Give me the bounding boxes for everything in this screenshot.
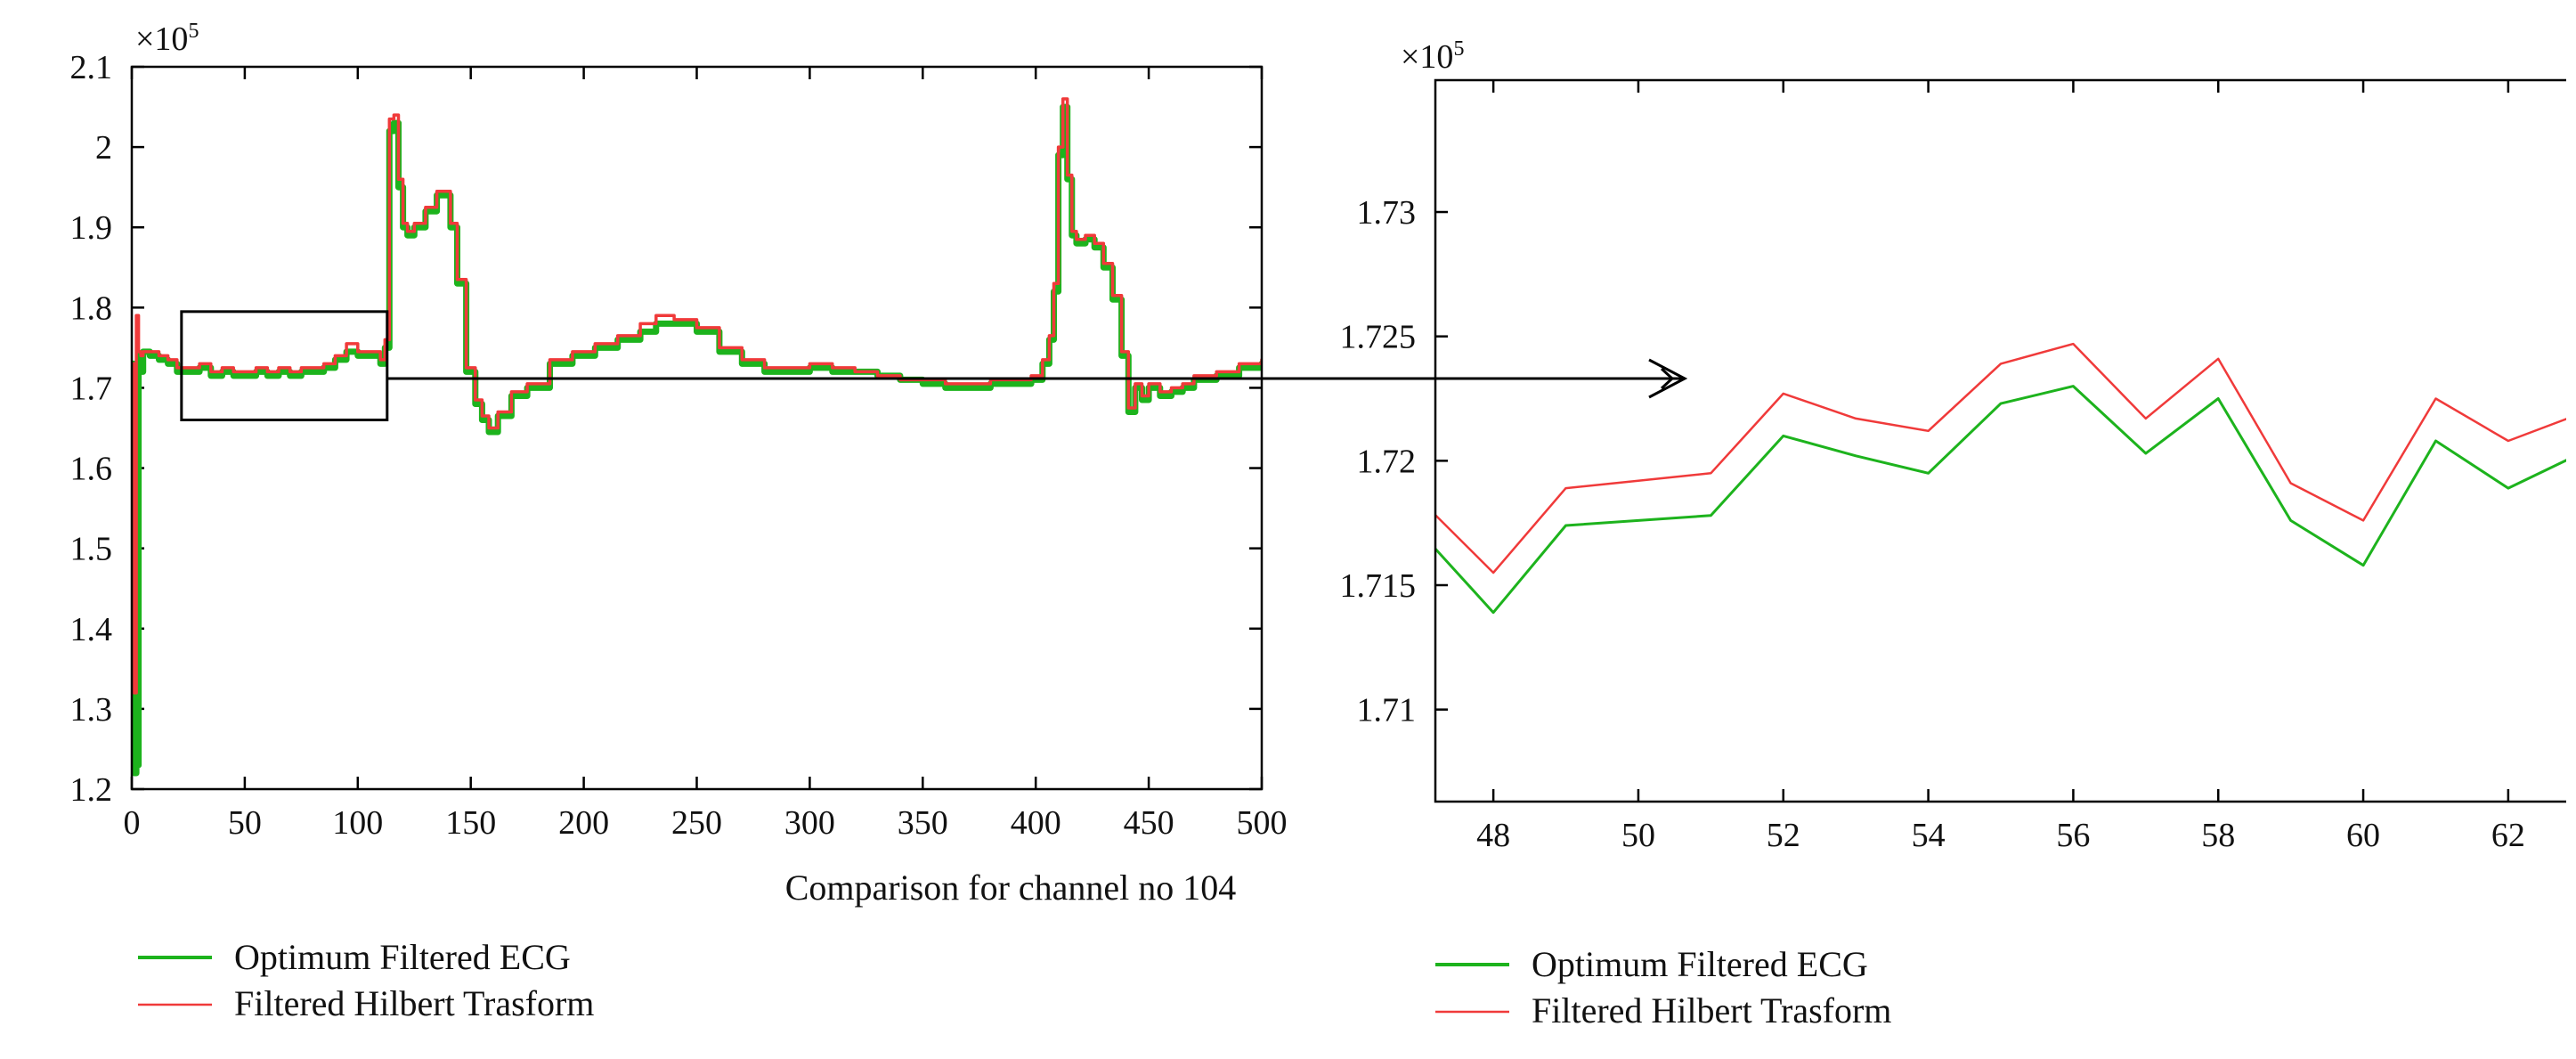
main-legend: Optimum Filtered ECG Filtered Hilbert Tr… [138, 937, 594, 1023]
zoom-x-tick-label: 50 [1621, 817, 1655, 854]
zoom-y-tick-label: 1.715 [1340, 567, 1417, 605]
zoom-y-tick-label: 1.73 [1357, 194, 1417, 232]
main-series [132, 97, 1262, 777]
zoom-plot-frame [1434, 78, 2566, 803]
zoom-y-tick-label: 1.72 [1357, 443, 1417, 480]
zoom-x-tick-label: 52 [1767, 817, 1800, 854]
zoom-x-tick-label: 60 [2346, 817, 2380, 854]
main-x-tick-label: 150 [445, 804, 496, 842]
zoom-ticks: 48 50 52 54 56 58 60 62 1.71 1.715 1.72 1.725 1.73 [1340, 80, 2525, 854]
zoom-region-box [180, 310, 389, 421]
main-y-tick-label: 2 [95, 129, 112, 167]
main-y-exponent: ×105 [135, 20, 199, 58]
zoom-x-tick-label: 48 [1476, 817, 1510, 854]
main-legend-label-green: Optimum Filtered ECG [234, 937, 571, 977]
main-y-tick-label: 1.2 [70, 771, 113, 809]
main-x-tick-label: 100 [332, 804, 383, 842]
zoom-connector-arrow [386, 358, 1688, 399]
zoom-x-tick-label: 56 [2056, 817, 2090, 854]
zoom-legend-label-red: Filtered Hilbert Trasform [1532, 990, 1891, 1030]
main-y-tick-label: 1.5 [70, 531, 113, 568]
main-exponent-power: 5 [188, 20, 199, 43]
zoom-chart: ×105 48 50 52 54 56 58 60 62 1.71 1.715 1.72 1.725 1… [1340, 37, 2566, 854]
main-x-tick-label: 50 [228, 804, 262, 842]
main-x-tick-label: 350 [898, 804, 948, 842]
main-y-tick-label: 1.7 [70, 370, 113, 407]
main-y-tick-label: 1.8 [70, 289, 113, 327]
main-y-tick-label: 2.1 [70, 49, 113, 86]
arrow-head [1648, 358, 1688, 399]
main-line-filtered-hilbert-transform [132, 97, 1262, 695]
main-legend-label-red: Filtered Hilbert Trasform [234, 983, 594, 1023]
zoom-exponent-base: ×10 [1401, 38, 1453, 76]
zoom-y-tick-label: 1.725 [1340, 319, 1417, 356]
zoom-legend: Optimum Filtered ECG Filtered Hilbert Tr… [1435, 944, 1891, 1030]
main-plot-frame [130, 65, 1264, 791]
main-x-tick-label: 200 [558, 804, 609, 842]
main-y-tick-label: 1.9 [70, 209, 113, 247]
figure-caption: Comparison for channel no 104 [785, 868, 1237, 908]
main-x-tick-label: 500 [1237, 804, 1288, 842]
main-x-tick-label: 300 [784, 804, 835, 842]
main-exponent-base: ×10 [135, 20, 188, 58]
main-x-tick-label: 450 [1124, 804, 1174, 842]
zoom-series [1435, 342, 2566, 615]
main-ticks: 0 50 100 150 200 250 300 350 400 450 500 1.2 1.3 1.4 1… [70, 49, 1288, 842]
main-y-tick-label: 1.3 [70, 691, 113, 729]
main-y-tick-label: 1.6 [70, 451, 113, 488]
zoom-legend-label-green: Optimum Filtered ECG [1532, 944, 1868, 984]
main-x-tick-label: 0 [124, 804, 141, 842]
main-chart: ×105 0 50 100 150 200 250 300 350 400 450 500 1.2 1.… [70, 20, 1288, 842]
zoom-line-filtered-hilbert-transform [1435, 342, 2566, 574]
zoom-x-tick-label: 58 [2201, 817, 2235, 854]
zoom-x-tick-label: 62 [2491, 817, 2525, 854]
zoom-x-tick-label: 54 [1912, 817, 1946, 854]
zoom-y-tick-label: 1.71 [1357, 692, 1417, 729]
zoom-y-exponent: ×105 [1401, 37, 1464, 76]
zoom-line-optimum-filtered-ecg [1435, 385, 2566, 615]
zoom-exponent-power: 5 [1453, 37, 1464, 61]
main-y-tick-label: 1.4 [70, 611, 113, 648]
main-line-optimum-filtered-ecg [132, 103, 1262, 777]
main-x-tick-label: 400 [1011, 804, 1061, 842]
main-x-tick-label: 250 [671, 804, 722, 842]
